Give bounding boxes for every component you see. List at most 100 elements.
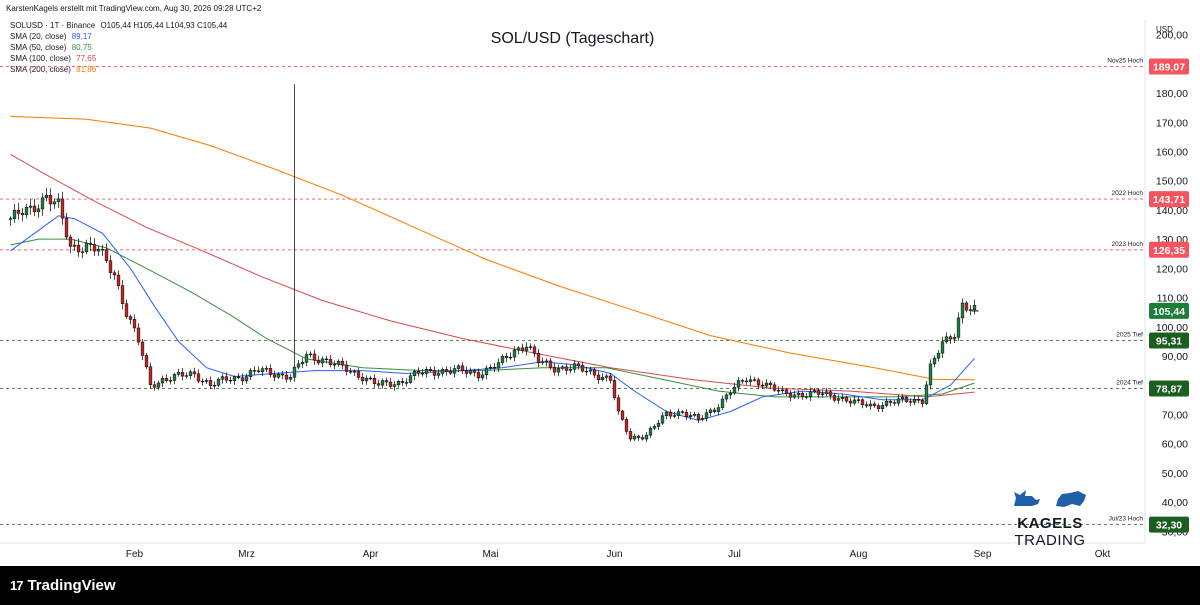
candle-body[interactable] [644,434,649,440]
candle-body[interactable] [700,418,705,420]
price-axis[interactable]: 200,00190,00180,00170,00160,00150,00140,… [1156,30,1188,539]
candle-body[interactable] [216,379,221,386]
candle-body[interactable] [136,327,141,343]
candle-body[interactable] [608,375,613,381]
candle-body[interactable] [916,398,921,401]
candle-body[interactable] [68,236,73,247]
candle-body[interactable] [200,380,205,383]
candle-body[interactable] [580,365,585,372]
candle-body[interactable] [344,364,349,372]
candle-body[interactable] [728,392,733,396]
candle-body[interactable] [748,379,753,382]
candle-body[interactable] [36,208,41,212]
legend-row-sma100[interactable]: SMA (100, close) 77,65 [10,53,227,64]
candle-body[interactable] [720,398,725,408]
candle-body[interactable] [764,382,769,387]
candle-body[interactable] [912,398,917,403]
candle-body[interactable] [864,404,869,407]
candle-body[interactable] [876,405,881,409]
candle-body[interactable] [772,384,777,391]
candle-body[interactable] [504,356,509,358]
candle-body[interactable] [168,380,173,382]
candle-body[interactable] [220,376,225,380]
candle-body[interactable] [332,364,337,366]
candle-body[interactable] [84,242,89,253]
candle-body[interactable] [236,376,241,378]
candle-body[interactable] [860,399,865,405]
candle-body[interactable] [672,415,677,417]
candle-body[interactable] [788,393,793,398]
candle-body[interactable] [596,374,601,381]
candle-body[interactable] [44,194,49,199]
candle-body[interactable] [508,356,513,359]
sma-200-line[interactable] [10,115,975,381]
candle-body[interactable] [280,373,285,376]
candle-body[interactable] [476,372,481,379]
candle-body[interactable] [140,341,145,356]
candle-body[interactable] [468,370,473,374]
candle-body[interactable] [164,378,169,381]
candle-body[interactable] [940,341,945,354]
candle-body[interactable] [240,377,245,382]
candle-body[interactable] [76,244,81,253]
candle-body[interactable] [680,411,685,413]
candle-body[interactable] [708,409,713,413]
candle-body[interactable] [276,373,281,378]
time-axis[interactable]: Feb Mrz Apr Mai Jun Jul Aug Sep Okt [126,549,1111,560]
candle-body[interactable] [104,249,109,262]
candle-body[interactable] [408,375,413,383]
sma-100-line[interactable] [10,153,975,398]
candle-body[interactable] [588,369,593,372]
candle-body[interactable] [252,370,257,372]
candle-body[interactable] [296,363,301,368]
candle-body[interactable] [320,358,325,364]
candle-body[interactable] [388,381,393,387]
candle-body[interactable] [628,431,633,440]
candle-body[interactable] [316,359,321,364]
candle-body[interactable] [480,374,485,379]
candle-body[interactable] [920,400,925,404]
candle-body[interactable] [108,260,113,273]
candle-body[interactable] [272,374,277,378]
candle-body[interactable] [616,397,621,412]
candle-body[interactable] [28,205,33,208]
candle-body[interactable] [92,244,97,252]
candle-body[interactable] [804,396,809,398]
candle-body[interactable] [248,370,253,377]
candle-body[interactable] [400,381,405,383]
candle-body[interactable] [564,366,569,371]
candle-body[interactable] [844,396,849,402]
candle-body[interactable] [56,198,61,203]
candle-body[interactable] [760,384,765,387]
candle-body[interactable] [356,371,361,378]
candle-body[interactable] [656,422,661,427]
candle-body[interactable] [784,389,789,394]
candle-body[interactable] [624,419,629,432]
candle-body[interactable] [328,359,333,365]
candle-body[interactable] [368,377,373,380]
candle-body[interactable] [460,365,465,372]
candle-body[interactable] [156,382,161,388]
candle-body[interactable] [348,371,353,373]
candle-body[interactable] [172,374,177,381]
candle-body[interactable] [192,371,197,375]
candle-body[interactable] [512,349,517,358]
candle-body[interactable] [116,274,121,286]
candle-body[interactable] [592,369,597,376]
candle-body[interactable] [312,353,317,361]
candle-body[interactable] [352,371,357,373]
candle-body[interactable] [100,249,105,251]
candle-body[interactable] [668,411,673,417]
candle-body[interactable] [908,401,913,403]
candle-body[interactable] [800,392,805,397]
candle-body[interactable] [324,358,329,360]
candle-body[interactable] [292,366,297,378]
candle-body[interactable] [612,380,617,398]
candle-body[interactable] [196,373,201,382]
candle-body[interactable] [444,369,449,372]
candle-body[interactable] [768,382,773,386]
candle-body[interactable] [160,378,165,384]
candle-body[interactable] [944,336,949,343]
candle-body[interactable] [340,360,345,366]
candle-body[interactable] [888,400,893,403]
